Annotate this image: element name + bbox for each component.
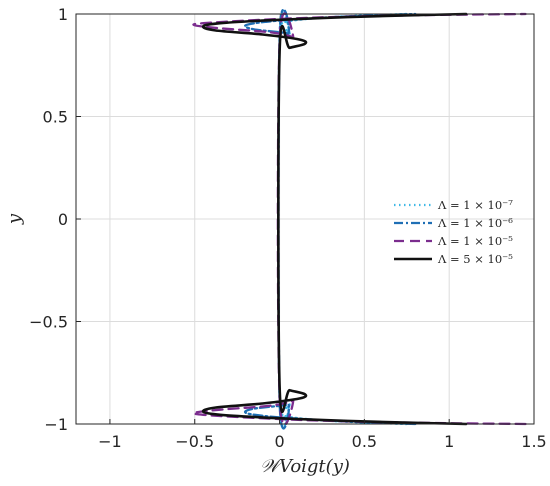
y-tick-label: −0.5 — [29, 313, 68, 332]
x-axis-label: 𝒲Voigt(y) — [260, 456, 350, 477]
x-tick-label: 0 — [274, 432, 284, 451]
axis-ticks: −1 −0.5 0 0.5 1 1.5 −1 −0.5 0 0.5 1 — [29, 5, 547, 451]
x-tick-label: −0.5 — [175, 432, 214, 451]
y-tick-label: 0 — [58, 210, 68, 229]
legend-label-2: Λ = 1 × 10⁻⁶ — [437, 216, 513, 230]
legend-label-1: Λ = 1 × 10⁻⁷ — [437, 198, 513, 212]
legend-label-4: Λ = 5 × 10⁻⁵ — [437, 252, 513, 266]
x-tick-label: 1 — [444, 432, 454, 451]
y-tick-label: 0.5 — [43, 108, 68, 127]
x-tick-label: 1.5 — [521, 432, 546, 451]
x-tick-label: −1 — [98, 432, 122, 451]
legend-label-3: Λ = 1 × 10⁻⁵ — [437, 234, 513, 248]
x-tick-label: 0.5 — [352, 432, 377, 451]
series-line-4 — [201, 12, 468, 426]
y-axis-label: y — [4, 213, 25, 225]
y-tick-label: −1 — [44, 415, 68, 434]
y-tick-label: 1 — [58, 5, 68, 24]
data-series — [192, 8, 527, 430]
legend: Λ = 1 × 10⁻⁷ Λ = 1 × 10⁻⁶ Λ = 1 × 10⁻⁵ Λ = … — [394, 198, 513, 266]
